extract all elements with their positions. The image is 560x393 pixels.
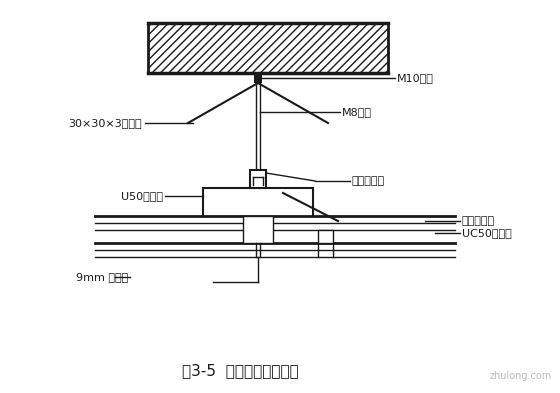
Bar bbox=[318, 230, 333, 243]
Bar bbox=[148, 23, 388, 73]
Bar bbox=[254, 73, 262, 83]
Bar bbox=[148, 23, 388, 73]
Bar bbox=[250, 170, 266, 188]
Text: M8吸筋: M8吸筋 bbox=[342, 107, 372, 117]
Text: UC50次龙鬓: UC50次龙鬓 bbox=[462, 228, 512, 238]
Bar bbox=[243, 216, 273, 243]
Text: U50主龙鬓: U50主龙鬓 bbox=[121, 191, 163, 201]
Text: 9mm 石膏板: 9mm 石膏板 bbox=[76, 272, 128, 282]
Text: M10胀栓: M10胀栓 bbox=[397, 73, 434, 83]
Text: zhulong.com: zhulong.com bbox=[490, 371, 552, 381]
Text: 30×30×3角钓件: 30×30×3角钓件 bbox=[68, 118, 142, 128]
Text: 主龙鬓吸件: 主龙鬓吸件 bbox=[352, 176, 385, 186]
Text: 次龙鬓吸件: 次龙鬓吸件 bbox=[462, 216, 495, 226]
Text: 图3-5  石膏板吹顶剪面图: 图3-5 石膏板吹顶剪面图 bbox=[181, 363, 298, 378]
